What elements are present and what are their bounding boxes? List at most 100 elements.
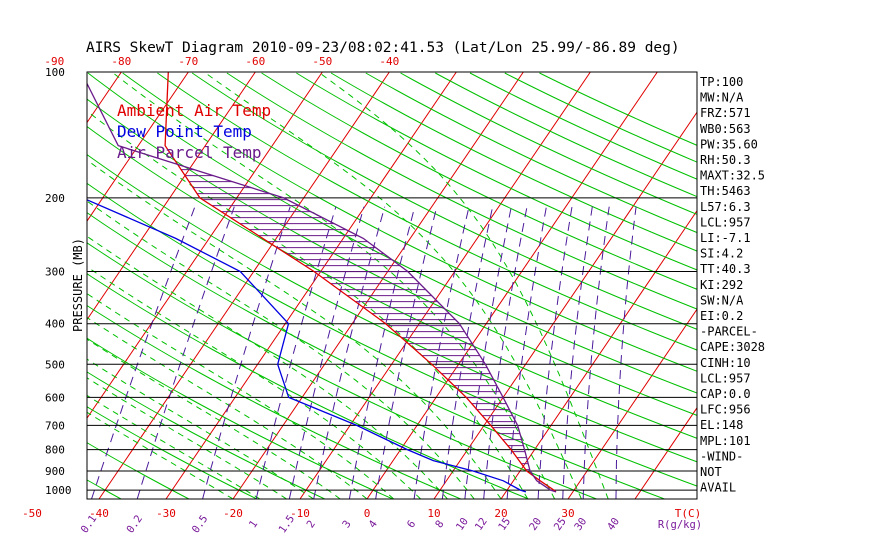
mixing-ratio-tick-label: 10 [454,516,471,533]
isotherm-line [87,72,256,321]
pressure-tick-label: 900 [45,465,65,478]
pressure-tick-label: 600 [45,391,65,404]
index-line: L57:6.3 [700,200,751,214]
mixing-ratio-tick-label: 40 [605,516,622,533]
mixing-ratio-tick-label: 12 [473,516,490,533]
mixing-ratio-tick-label: 8 [433,518,446,530]
top-temp-tick-label: -80 [111,55,131,68]
legend: Ambient Air Temp Dew Point Temp Air Parcel… [117,101,271,162]
top-temp-tick-label: -70 [178,55,198,68]
dry-adiabat-line [539,72,697,146]
series-line [164,72,557,493]
mixing-ratio-line [202,206,291,499]
mixing-ratio-tick-label: 25 [552,516,569,533]
dry-adiabat-line [87,72,697,394]
grid-layer [0,72,697,499]
mixing-ratio-line [562,206,593,499]
moist-adiabat-line [87,159,502,499]
index-line: MAXT:32.5 [700,169,765,183]
profile-series-layer [87,72,557,493]
mixing-ratio-tick-label: 6 [405,518,418,530]
mixing-ratio-line [375,206,438,499]
plot-frame [86,71,698,500]
index-line: LFC:956 [700,403,751,417]
bottom-temp-tick-label: -10 [290,507,310,520]
moist-adiabat-line [87,110,529,499]
mixing-ratio-tick-label: 4 [367,518,380,530]
mixing-ratio-tick-label: 30 [572,516,589,533]
dry-adiabat-line [226,72,697,310]
dry-adiabat-line [122,72,697,372]
isotherm-line [634,406,697,499]
mixing-ratio-tick-label: 0.5 [190,513,211,535]
pressure-tick-label: 400 [45,318,65,331]
index-line: TT:40.3 [700,262,751,276]
dry-adiabat-line [469,72,697,180]
dry-adiabat-line [400,72,697,215]
pressure-tick-label: 300 [45,266,65,279]
dry-adiabat-line [435,72,697,198]
mixing-ratio-tick-label: 15 [496,516,513,533]
index-line: WB0:563 [700,122,751,136]
index-line: KI:292 [700,278,743,292]
mixing-ratio-line [464,206,512,499]
mixing-ratio-line [91,206,196,499]
top-temp-tick-label: -50 [312,55,332,68]
legend-entry: Air Parcel Temp [117,143,262,162]
mixing-ratio-line [313,206,386,499]
mixing-ratio-tick-label: 2 [305,518,318,530]
isotherm-line [87,72,323,420]
pressure-tick-label: 200 [45,192,65,205]
cape-hatch-layer [181,169,534,477]
isotherm-line [0,72,54,499]
dry-adiabat-line [87,337,393,499]
index-line: LCL:957 [700,215,751,229]
pressure-tick-label: 100 [45,66,65,79]
mixing-ratio-line [537,206,573,499]
index-line: CINH:10 [700,356,751,370]
mixing-ratio-tick-label: 0.2 [124,513,145,535]
mixing-ratio-tick-label: 3 [340,518,353,530]
pressure-tick-label: 500 [45,358,65,371]
pressure-tick-label: 700 [45,419,65,432]
y-axis-label: PRESSURE (MB) [71,238,85,332]
dry-adiabat-line [87,98,697,416]
dry-adiabat-line [365,72,697,234]
index-line: -PARCEL- [700,325,758,339]
index-line: RH:50.3 [700,153,751,167]
frame-layer [86,71,698,500]
bottom-temp-tick-label: -30 [156,507,176,520]
mixing-unit-label: R(g/kg) [658,519,702,531]
moist-adiabat-line [87,316,368,499]
index-line: CAPE:3028 [700,340,765,354]
legend-entry: Dew Point Temp [117,122,252,141]
index-line: EL:148 [700,418,743,432]
dry-adiabat-line [87,371,326,499]
top-temp-tick-label: -40 [379,55,399,68]
moist-adiabat-line [87,200,475,499]
bottom-temp-tick-label: -40 [89,507,109,520]
moist-adiabat-line [87,411,234,499]
isotherm-line [567,308,697,499]
dry-adiabat-line [87,212,665,499]
top-temp-tick-label: -100 [0,55,1,68]
index-line: LCL:957 [700,371,751,385]
dry-adiabat-line [330,72,697,252]
mixing-ratio-line [615,206,637,499]
mixing-ratio-line [582,206,610,499]
index-line: NOT [700,465,722,479]
bottom-temp-tick-label: -20 [223,507,243,520]
pressure-tick-label: 800 [45,444,65,457]
mixing-ratio-tick-label: 20 [527,516,544,533]
bottom-temp-tick-label: 10 [427,507,440,520]
isotherm-line [232,72,524,499]
index-line: TH:5463 [700,184,751,198]
pressure-tick-label: 1000 [45,484,72,497]
legend-entry: Ambient Air Temp [117,101,271,120]
isotherm-line [87,72,122,124]
x-unit-label: T(C) [675,507,702,520]
moist-adiabat-line [111,72,556,499]
mixing-ratio-line [136,206,235,499]
